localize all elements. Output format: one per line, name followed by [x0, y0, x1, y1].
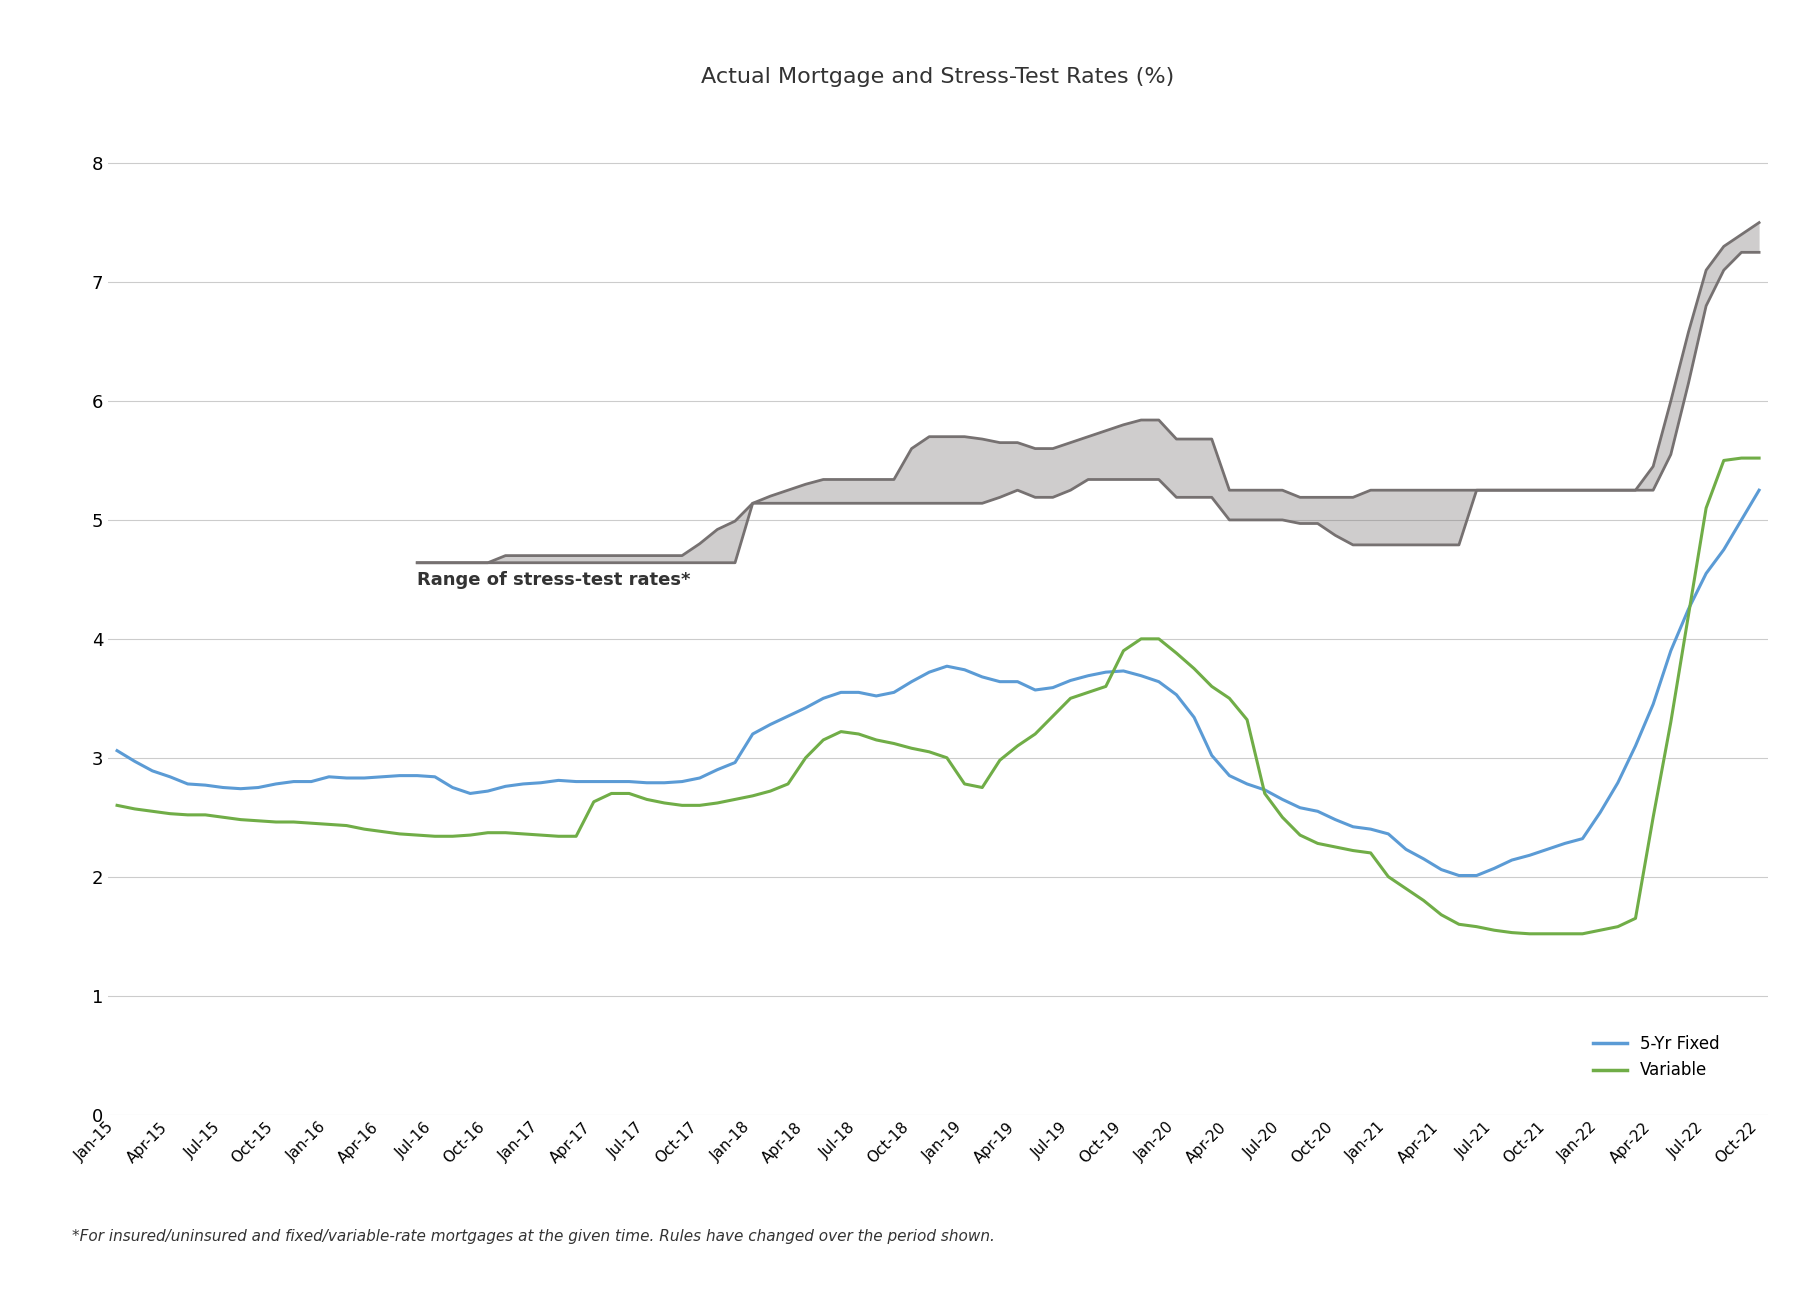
- Variable: [530, 827, 552, 842]
- 5-Yr Fixed: [1748, 482, 1770, 498]
- 5-Yr Fixed: [1095, 665, 1117, 680]
- Title: Actual Mortgage and Stress-Test Rates (%): Actual Mortgage and Stress-Test Rates (%…: [702, 67, 1174, 87]
- 5-Yr Fixed: [388, 767, 410, 783]
- 5-Yr Fixed: [741, 726, 763, 741]
- 5-Yr Fixed: [106, 743, 128, 758]
- Variable: [1519, 927, 1541, 942]
- Variable: [741, 788, 763, 804]
- Variable: [388, 826, 410, 841]
- Variable: [1748, 450, 1770, 465]
- Legend: 5-Yr Fixed, Variable: 5-Yr Fixed, Variable: [1588, 1028, 1726, 1086]
- Variable: [1342, 842, 1364, 858]
- Variable: [796, 750, 817, 766]
- 5-Yr Fixed: [530, 775, 552, 791]
- 5-Yr Fixed: [1449, 868, 1470, 884]
- Line: Variable: Variable: [117, 457, 1759, 934]
- Variable: [1095, 679, 1117, 695]
- Variable: [106, 797, 128, 813]
- Text: Range of stress-test rates*: Range of stress-test rates*: [417, 572, 691, 590]
- Text: *For insured/uninsured and fixed/variable-rate mortgages at the given time. Rule: *For insured/uninsured and fixed/variabl…: [72, 1229, 996, 1244]
- Variable: [1730, 450, 1752, 465]
- 5-Yr Fixed: [796, 700, 817, 715]
- Line: 5-Yr Fixed: 5-Yr Fixed: [117, 490, 1759, 876]
- 5-Yr Fixed: [1342, 819, 1364, 835]
